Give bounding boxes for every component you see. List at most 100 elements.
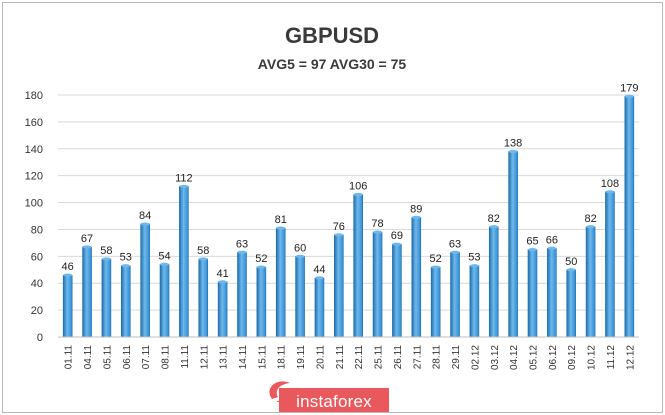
bar — [566, 269, 577, 338]
bar — [101, 258, 112, 338]
x-tick-label: 21.11 — [335, 345, 346, 370]
y-tick-label: 80 — [31, 224, 43, 236]
x-tick-label: 11.11 — [180, 345, 191, 369]
data-label: 76 — [333, 221, 345, 233]
data-label: 82 — [488, 213, 500, 225]
data-label: 63 — [236, 238, 248, 250]
bar — [430, 266, 441, 338]
bar-cap — [469, 264, 479, 268]
bar — [547, 247, 557, 338]
x-tick-label: 29.11 — [451, 345, 462, 370]
x-tick-label: 08.11 — [161, 345, 172, 370]
bar — [237, 252, 247, 338]
data-label: 112 — [175, 172, 193, 184]
data-label: 69 — [391, 230, 403, 242]
y-tick-label: 60 — [31, 251, 43, 263]
x-tick-label: 15.11 — [257, 345, 268, 370]
x-tick-label: 10.12 — [587, 345, 598, 370]
x-tick-label: 28.11 — [432, 345, 443, 370]
x-tick-label: 12.12 — [625, 345, 636, 370]
bar — [488, 226, 499, 338]
watermark: instaforex — [269, 381, 389, 412]
bar — [527, 249, 538, 338]
bar-cap — [547, 246, 557, 250]
x-tick-label: 04.12 — [509, 345, 520, 370]
data-label: 52 — [430, 253, 442, 265]
bar-cap — [411, 215, 421, 219]
x-tick-label: 04.11 — [83, 345, 94, 370]
x-tick-label: 09.12 — [567, 345, 578, 370]
bar — [392, 243, 402, 338]
bar-cap — [605, 190, 615, 194]
x-tick-label: 06.12 — [548, 345, 559, 370]
bar-cap — [373, 230, 383, 234]
bar — [334, 234, 344, 338]
x-axis-ticks: 01.11 04.11 05.11 06.11 07.11 08.11 11.11 12.11… — [64, 345, 637, 370]
x-tick-label: 05.11 — [102, 345, 113, 370]
bar-cap — [450, 250, 460, 254]
data-label: 44 — [313, 264, 325, 276]
bar — [159, 264, 170, 338]
bar — [62, 274, 73, 338]
data-label: 53 — [120, 252, 132, 264]
data-label: 58 — [197, 245, 209, 257]
bar — [353, 194, 363, 338]
y-tick-label: 0 — [37, 332, 43, 344]
bar-cap — [198, 257, 208, 261]
data-label: 65 — [526, 236, 538, 248]
bar-cap — [527, 248, 537, 252]
gridlines — [58, 94, 639, 311]
data-label: 50 — [565, 256, 577, 268]
data-label: 66 — [546, 234, 558, 246]
bar — [585, 226, 596, 338]
bar-cap — [256, 265, 266, 269]
data-label: 41 — [216, 268, 228, 280]
bar-cap — [179, 184, 189, 189]
data-label: 46 — [62, 261, 74, 273]
x-tick-label: 13.11 — [219, 345, 230, 370]
data-labels: 46 67 58 53 84 54 112 58 41 63 52 81 60 44 76 106 78 69 89… — [62, 82, 639, 280]
bar-cap — [237, 250, 247, 254]
data-label: 52 — [255, 253, 267, 265]
data-label: 108 — [601, 178, 619, 190]
bar-cap — [353, 192, 363, 197]
x-tick-label: 06.11 — [122, 345, 133, 370]
x-tick-label: 11.12 — [606, 345, 617, 370]
y-tick-label: 160 — [25, 117, 43, 129]
data-label: 67 — [81, 233, 93, 245]
data-label: 58 — [100, 245, 112, 257]
chart-title: GBPUSD — [285, 23, 379, 48]
bar-cap — [121, 264, 131, 268]
x-tick-label: 25.11 — [374, 345, 385, 370]
bar — [82, 246, 92, 338]
bar-cap — [140, 222, 150, 226]
x-tick-label: 26.11 — [393, 345, 404, 370]
bar-cap — [82, 245, 92, 249]
data-label: 63 — [449, 238, 461, 250]
chart-canvas: GBPUSD AVG5 = 97 AVG30 = 75 0 20 40 60 80 100… — [25, 23, 639, 412]
bar — [140, 223, 150, 338]
data-label: 81 — [275, 214, 287, 226]
chart-subtitle: AVG5 = 97 AVG30 = 75 — [258, 56, 407, 72]
x-tick-label: 01.11 — [64, 345, 75, 370]
data-label: 89 — [410, 203, 422, 215]
bar — [275, 227, 286, 338]
y-axis-ticks: 0 20 40 60 80 100 120 140 160 180 — [25, 90, 43, 344]
x-tick-label: 12.11 — [199, 345, 210, 370]
data-label: 82 — [584, 213, 596, 225]
bar-cap — [160, 262, 170, 266]
bar-cap — [314, 276, 324, 280]
bar — [624, 96, 635, 338]
bar-cap — [334, 233, 344, 237]
bar — [256, 266, 267, 338]
bars — [62, 94, 635, 338]
x-tick-label: 18.11 — [277, 345, 288, 370]
bar-cap — [392, 242, 402, 246]
bar — [450, 252, 460, 338]
bar — [295, 256, 305, 338]
bar-cap — [295, 254, 305, 258]
data-label: 60 — [294, 242, 306, 254]
bar — [217, 281, 228, 338]
data-label: 53 — [468, 252, 480, 264]
